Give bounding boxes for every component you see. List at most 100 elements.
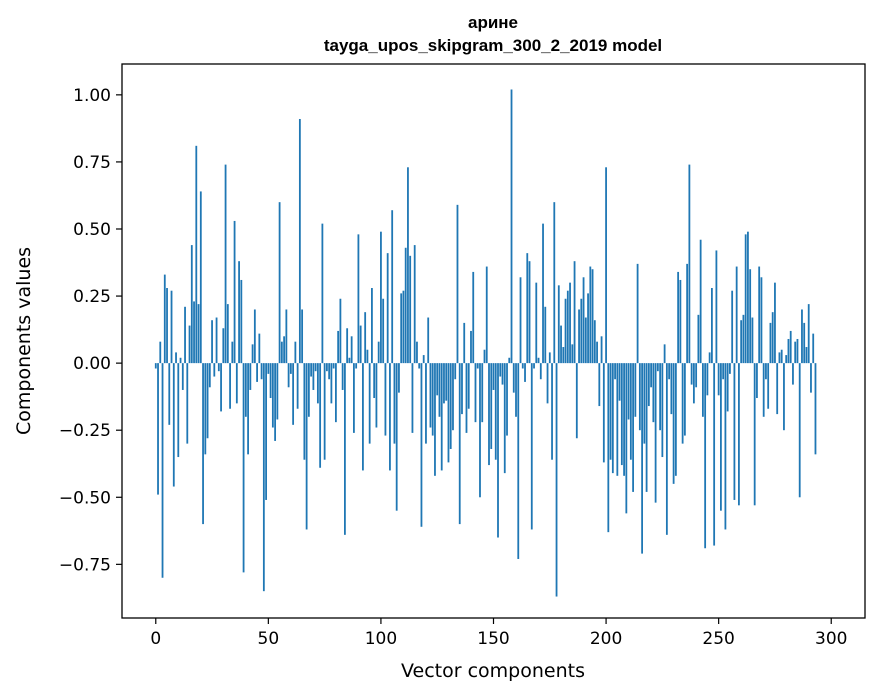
bar bbox=[584, 317, 587, 364]
bar bbox=[334, 363, 337, 423]
bar bbox=[197, 304, 200, 364]
bar bbox=[452, 363, 454, 431]
bar bbox=[681, 363, 684, 444]
bar bbox=[204, 363, 207, 455]
bar bbox=[339, 298, 342, 364]
bar bbox=[747, 231, 749, 364]
y-tick-label: −0.50 bbox=[59, 488, 111, 508]
bar bbox=[771, 312, 774, 364]
bar bbox=[416, 341, 418, 364]
bar bbox=[362, 363, 364, 471]
bar bbox=[242, 363, 245, 573]
bar bbox=[758, 266, 761, 364]
bar bbox=[253, 309, 256, 364]
bar bbox=[571, 344, 574, 364]
bar bbox=[706, 363, 709, 396]
bar bbox=[359, 325, 362, 364]
bar bbox=[470, 330, 472, 364]
bar bbox=[409, 255, 412, 364]
bar bbox=[420, 363, 423, 527]
bar bbox=[656, 363, 659, 372]
bar bbox=[663, 344, 666, 364]
bar bbox=[474, 363, 477, 423]
bar bbox=[738, 363, 740, 506]
bar bbox=[434, 363, 436, 476]
bar bbox=[733, 363, 736, 500]
bar bbox=[539, 363, 542, 380]
bar bbox=[260, 363, 263, 380]
bar bbox=[312, 363, 315, 390]
bar bbox=[798, 363, 801, 498]
bar bbox=[213, 363, 216, 377]
bar bbox=[467, 363, 470, 409]
bar bbox=[722, 363, 725, 380]
bar bbox=[337, 330, 340, 364]
y-tick-label: −0.25 bbox=[59, 421, 111, 441]
bar bbox=[710, 288, 713, 364]
bar bbox=[596, 341, 598, 364]
bar bbox=[472, 271, 475, 364]
bar bbox=[186, 363, 189, 444]
bar bbox=[166, 288, 168, 364]
bar bbox=[249, 363, 252, 390]
bar bbox=[546, 363, 549, 404]
bar bbox=[769, 322, 772, 364]
bar bbox=[679, 279, 682, 364]
bar bbox=[515, 363, 517, 417]
bar bbox=[461, 363, 463, 415]
bar bbox=[776, 363, 779, 415]
bar bbox=[269, 363, 272, 399]
bar bbox=[193, 301, 195, 364]
bar bbox=[287, 363, 290, 388]
bar bbox=[731, 290, 734, 364]
x-tick-label: 200 bbox=[590, 629, 622, 649]
bar bbox=[555, 363, 558, 597]
bar bbox=[301, 309, 304, 364]
bar bbox=[373, 363, 376, 399]
bar bbox=[229, 363, 231, 409]
bar bbox=[704, 363, 707, 549]
x-axis-ticks: 0 50 100 150 200 250 300 bbox=[150, 618, 847, 649]
bar bbox=[573, 261, 576, 364]
bar bbox=[267, 363, 270, 374]
bar bbox=[760, 277, 763, 364]
bar bbox=[632, 363, 634, 492]
bar bbox=[319, 363, 322, 468]
bar bbox=[783, 363, 785, 431]
bar bbox=[366, 349, 369, 364]
bar bbox=[271, 363, 274, 428]
bar bbox=[404, 247, 407, 364]
bar bbox=[222, 328, 225, 364]
bar bbox=[422, 355, 425, 364]
bar bbox=[713, 363, 716, 546]
y-tick-label: 1.00 bbox=[73, 86, 111, 106]
bar bbox=[533, 363, 535, 369]
bar bbox=[625, 363, 628, 514]
bar bbox=[215, 317, 218, 364]
bar bbox=[278, 202, 281, 364]
chart-title: арине bbox=[468, 13, 518, 32]
bar bbox=[623, 363, 625, 476]
bar bbox=[742, 314, 745, 364]
bar bbox=[499, 363, 502, 377]
bar bbox=[767, 363, 770, 409]
bar bbox=[429, 363, 432, 428]
bar bbox=[427, 317, 430, 364]
bar bbox=[501, 363, 504, 385]
bar bbox=[654, 363, 657, 503]
y-axis-ticks: 1.00 0.75 0.50 0.25 0.00 −0.25 −0.50 −0.75 bbox=[59, 86, 122, 575]
bar bbox=[208, 363, 211, 388]
bar bbox=[683, 363, 686, 436]
bar bbox=[542, 223, 544, 364]
bar bbox=[490, 363, 493, 449]
bar bbox=[582, 277, 585, 364]
bar bbox=[303, 363, 306, 460]
bar bbox=[801, 309, 803, 364]
bar bbox=[431, 363, 434, 436]
bar bbox=[616, 363, 619, 476]
bar bbox=[753, 363, 756, 506]
bar bbox=[220, 363, 222, 412]
bar bbox=[794, 341, 797, 364]
bar bbox=[353, 363, 355, 433]
